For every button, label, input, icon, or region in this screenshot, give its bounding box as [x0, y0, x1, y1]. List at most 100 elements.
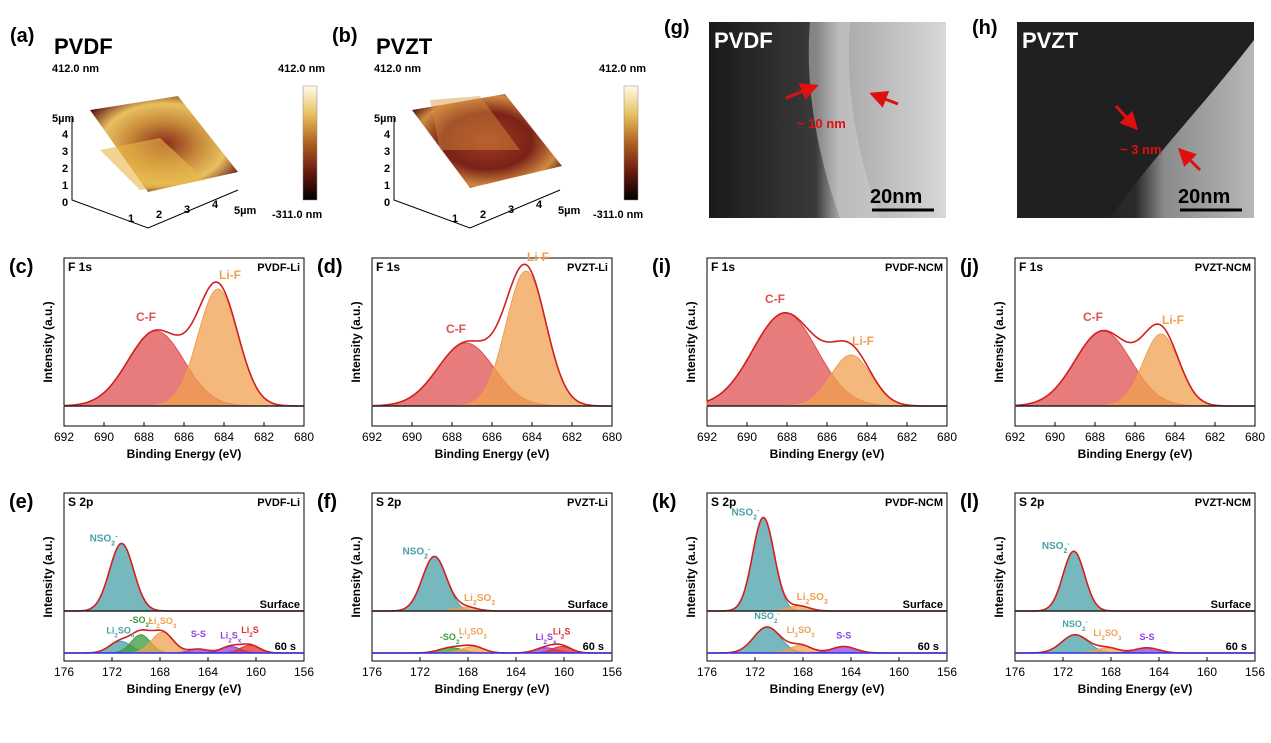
sample-label: PVDF-Li: [257, 262, 300, 274]
chart-title: S 2p: [68, 495, 93, 509]
chart-title: F 1s: [711, 260, 735, 274]
x-tick-label: 680: [937, 430, 957, 444]
chart-title: S 2p: [1019, 495, 1044, 509]
afm-x-tick: 3: [508, 204, 514, 216]
x-tick-label: 680: [1245, 430, 1265, 444]
colorbar: [303, 86, 317, 200]
afm-z-tick: 4: [62, 129, 69, 141]
peak-label: Li2Sx: [220, 631, 242, 645]
chart-title: F 1s: [1019, 260, 1043, 274]
x-tick-label: 160: [889, 665, 909, 679]
tem-panel-g: (g) PVDF ~ 10 nm 20nm: [664, 17, 946, 218]
xps-panel-k: (k)S 2pPVDF-NCM176172168164160156Binding…: [652, 491, 957, 696]
x-tick-label: 172: [410, 665, 430, 679]
afm-x-tick: 5µm: [558, 205, 580, 217]
peak-label-part: 3: [1118, 634, 1122, 641]
peak-label-part: 3: [824, 598, 828, 605]
afm-height-label: 412.0 nm: [52, 63, 99, 75]
peak-label-part: S: [253, 625, 259, 635]
peak-label: C-F: [446, 322, 466, 336]
x-axis-label: Binding Energy (eV): [1078, 682, 1193, 696]
x-tick-label: 688: [442, 430, 462, 444]
x-tick-label: 160: [554, 665, 574, 679]
peak-label-part: 3: [811, 632, 815, 639]
afm-x-tick: 4: [212, 199, 219, 211]
surface-label: Surface: [1211, 599, 1251, 611]
tem-sample-label: PVZT: [1022, 28, 1079, 53]
x-tick-label: 684: [857, 430, 877, 444]
afm-z-tick: 0: [62, 197, 68, 209]
fit-envelope: [64, 630, 304, 653]
colorbar-min: -311.0 nm: [593, 209, 643, 221]
panel-label: (l): [960, 491, 979, 513]
peak-label-part: Li: [787, 625, 795, 635]
peak-label-part: Li: [553, 627, 561, 637]
peak-label: NSO2-: [1042, 541, 1071, 555]
x-tick-label: 692: [362, 430, 382, 444]
scale-bar-label: 20nm: [1178, 186, 1230, 208]
peak-label: C-F: [765, 292, 785, 306]
peak-component: [372, 271, 612, 406]
x-tick-label: 684: [522, 430, 542, 444]
peak-label: NSO2-: [731, 507, 760, 521]
x-tick-label: 684: [1165, 430, 1185, 444]
peak-component: [64, 632, 304, 653]
x-tick-label: 176: [362, 665, 382, 679]
x-tick-label: 172: [102, 665, 122, 679]
fit-envelope: [1015, 635, 1255, 653]
peak-component: [707, 627, 947, 653]
afm-z-tick: 5µm: [374, 113, 396, 125]
panel-label: (c): [9, 256, 33, 278]
peak-label-part: SO: [477, 593, 492, 604]
sample-label: PVDF-NCM: [885, 262, 943, 274]
peak-label-part: Li: [106, 625, 114, 635]
x-tick-label: 168: [1101, 665, 1121, 679]
depth-label: 60 s: [275, 641, 296, 653]
peak-label-part: -: [757, 507, 760, 514]
peak-label-part: 2: [111, 540, 115, 547]
colorbar-max: 412.0 nm: [278, 63, 325, 75]
panel-label: (a): [10, 25, 34, 47]
peak-label: Li2SO3: [464, 593, 495, 607]
x-tick-label: 692: [54, 430, 74, 444]
peak-label-part: SO: [118, 625, 131, 635]
afm-z-tick: 5µm: [52, 113, 74, 125]
peak-label: Li-F: [219, 268, 241, 282]
y-axis-label: Intensity (a.u.): [349, 536, 363, 617]
peak-label-part: NSO: [402, 546, 424, 557]
tem-sample-label: PVDF: [714, 28, 773, 53]
peak-label-part: SO: [798, 625, 811, 635]
afm-z-tick: 0: [384, 197, 390, 209]
peak-label-part: 3: [173, 623, 177, 630]
peak-label-part: -SO: [440, 632, 456, 642]
depth-label: 60 s: [918, 641, 939, 653]
peak-label-part: 2: [424, 553, 428, 560]
plot-frame: [372, 493, 612, 661]
x-tick-label: 172: [1053, 665, 1073, 679]
peak-label-part: S-S: [191, 629, 206, 639]
afm-x-tick: 4: [536, 199, 543, 211]
x-axis-label: Binding Energy (eV): [435, 682, 550, 696]
x-tick-label: 160: [246, 665, 266, 679]
xps-panel-i: (i)F 1sPVDF-NCM692690688686684682680Bind…: [652, 256, 957, 461]
x-axis-label: Binding Energy (eV): [770, 447, 885, 461]
peak-label: Li2SO3: [459, 627, 488, 641]
sample-label: PVZT-NCM: [1195, 262, 1251, 274]
surface-label: Surface: [903, 599, 943, 611]
afm-z-tick: 1: [62, 180, 68, 192]
peak-label-part: -: [1085, 618, 1087, 625]
tem-thickness-label: ~ 3 nm: [1120, 142, 1162, 157]
x-tick-label: 688: [1085, 430, 1105, 444]
peak-label: Li2SO3: [787, 625, 816, 639]
xps-panel-j: (j)F 1sPVZT-NCM692690688686684682680Bind…: [960, 256, 1265, 461]
afm-x-tick: 5µm: [234, 205, 256, 217]
peak-label: C-F: [1083, 310, 1103, 324]
peak-label-part: NSO: [754, 611, 774, 621]
chart-title: F 1s: [68, 260, 92, 274]
peak-label-part: 2: [774, 618, 778, 625]
x-tick-label: 156: [1245, 665, 1265, 679]
xps-panel-c: (c)F 1sPVDF-Li692690688686684682680Bindi…: [9, 256, 314, 461]
x-tick-label: 156: [602, 665, 622, 679]
chart-title: F 1s: [376, 260, 400, 274]
afm-z-tick: 2: [62, 163, 68, 175]
